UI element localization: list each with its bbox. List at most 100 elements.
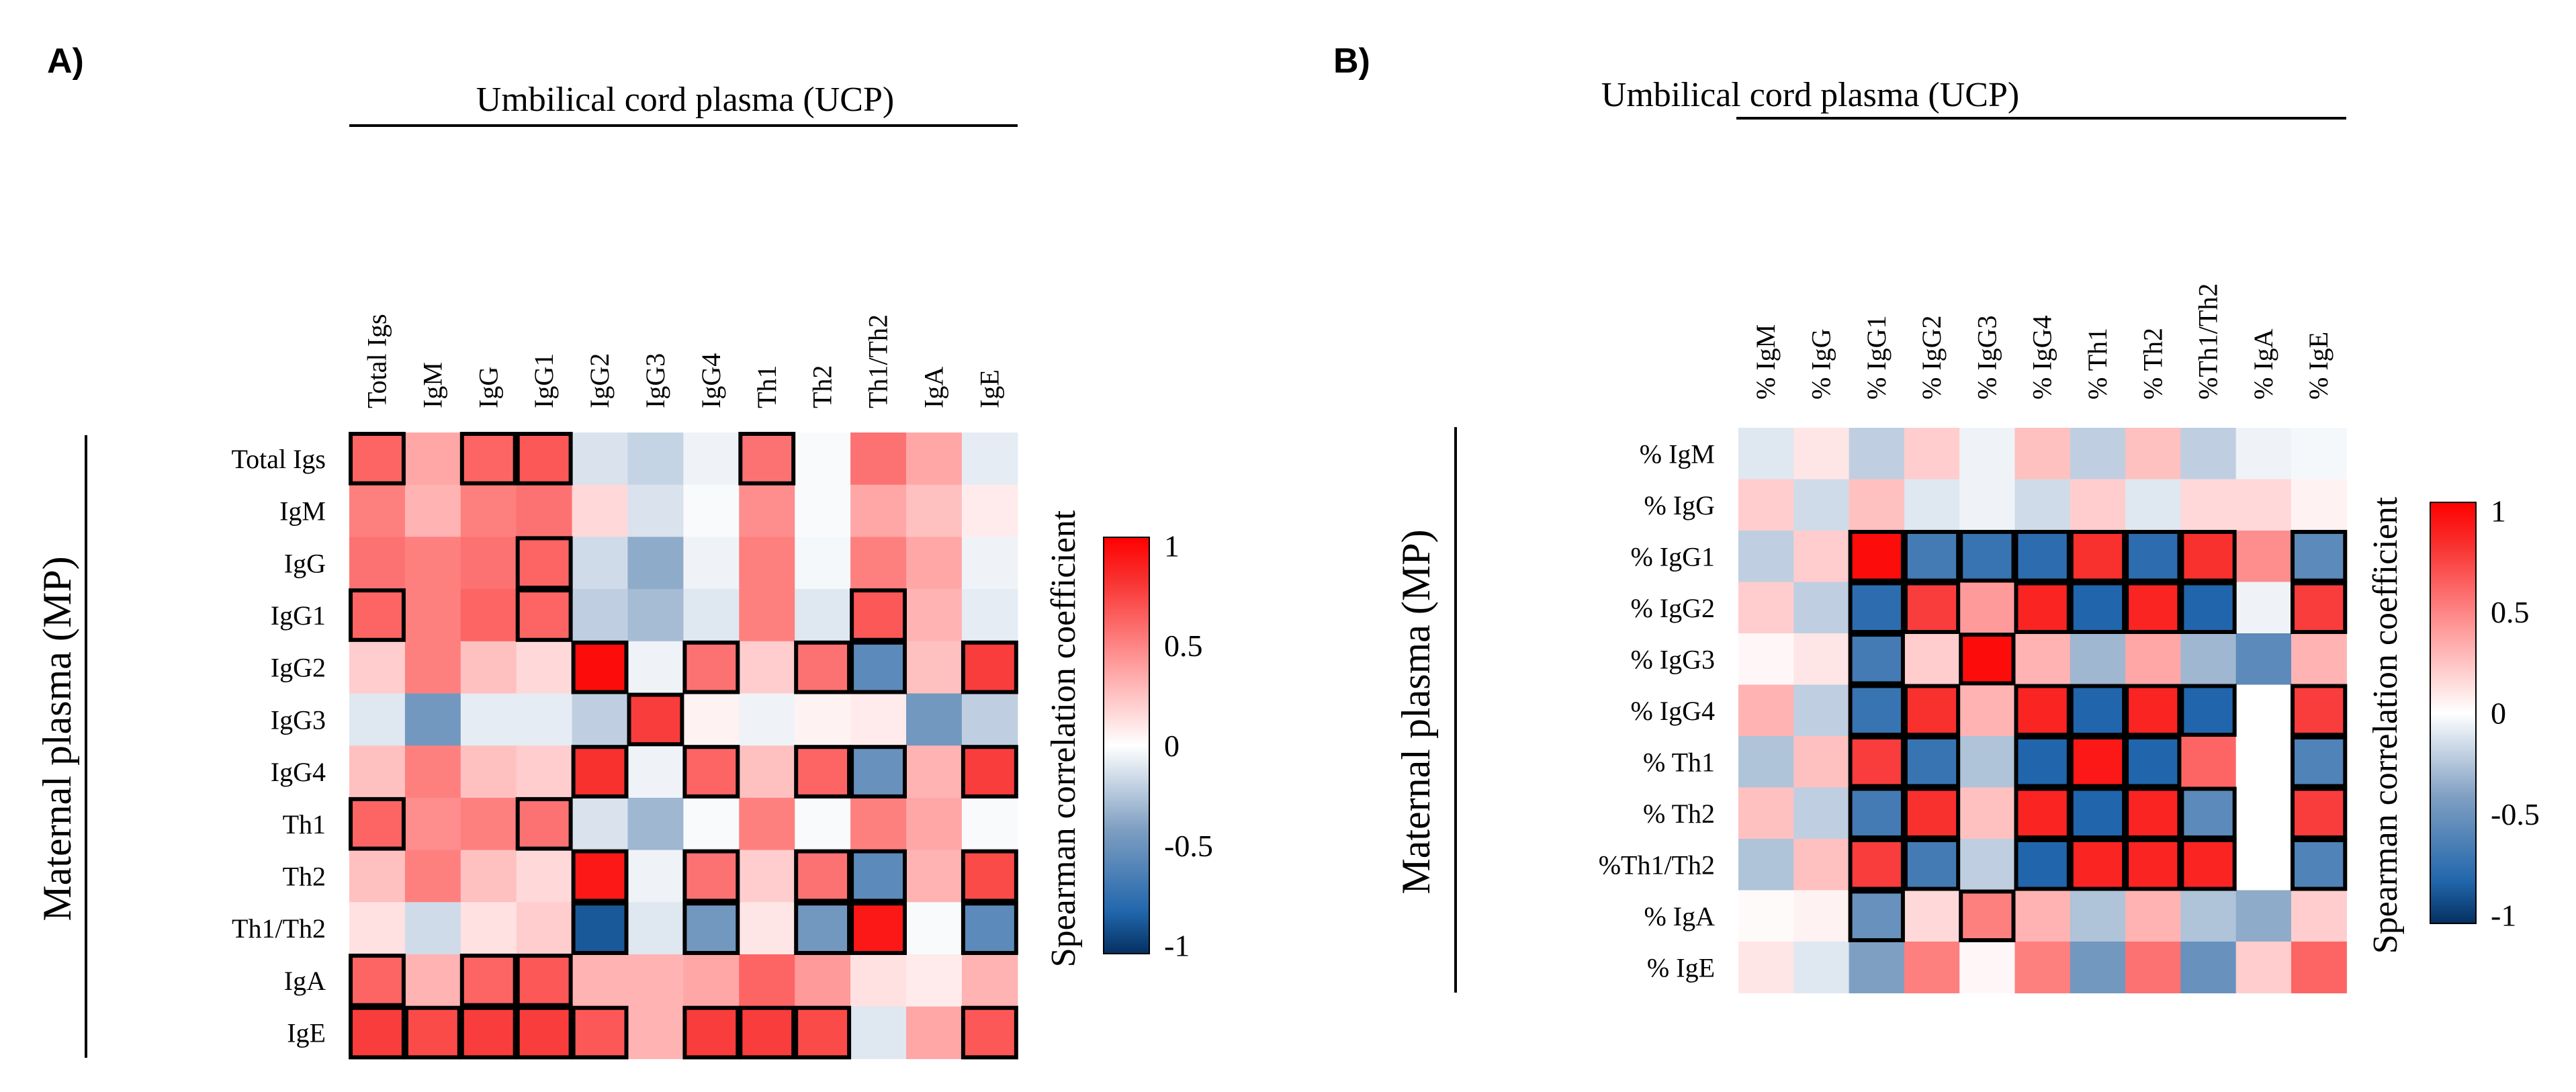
- panel-b-cell: [1904, 839, 1960, 891]
- panel-b-cell: [1793, 891, 1849, 942]
- panel-a-cell: [683, 485, 740, 537]
- panel-a-cell: [739, 433, 795, 485]
- panel-a-column-label: IgG3: [640, 353, 670, 408]
- panel-a-cell: [683, 641, 740, 694]
- panel-a-cell: [850, 798, 907, 850]
- panel-a-cell: [962, 1007, 1018, 1059]
- panel-a-cell: [906, 641, 963, 694]
- panel-a-column-label: IgE: [974, 369, 1004, 408]
- panel-a-colorbar-tick-label: 0.5: [1164, 629, 1203, 663]
- panel-b-row-label: % Th1: [1643, 747, 1715, 777]
- panel-a-cell: [962, 589, 1018, 641]
- panel-a-colorbar-ticks: 10.50-0.5-1: [1164, 529, 1213, 962]
- panel-b-cell: [2236, 531, 2292, 582]
- panel-b-cell: [2291, 788, 2347, 839]
- panel-a-cell: [405, 694, 461, 746]
- panel-b-colorbar-tick-label: 0: [2491, 696, 2506, 731]
- panel-b-cell: [1738, 480, 1794, 531]
- panel-a-cell: [906, 850, 963, 903]
- panel-b-column-label: %Th1/Th2: [2193, 283, 2223, 400]
- panel-a-cell: [461, 1007, 517, 1059]
- panel-b-cell: [1959, 582, 2015, 634]
- panel-b-cell: [1849, 891, 1905, 942]
- panel-a-column-label: IgG1: [529, 353, 559, 408]
- panel-a-cell: [628, 485, 684, 537]
- panel-a-cell: [349, 1007, 406, 1059]
- panel-b-cell: [2070, 428, 2126, 480]
- panel-b: B) Umbilical cord plasma (UCP) Maternal …: [1333, 42, 2540, 993]
- panel-a-cell: [739, 902, 795, 954]
- panel-a-cell: [517, 798, 573, 850]
- panel-a-cell: [349, 485, 406, 537]
- panel-a-cell: [962, 745, 1018, 798]
- panel-b-cell: [2125, 839, 2181, 891]
- panel-a-cell: [628, 433, 684, 485]
- panel-a-cell: [461, 745, 517, 798]
- panel-a-column-label: IgA: [918, 367, 948, 408]
- panel-b-cell: [2125, 531, 2181, 582]
- panel-a-label: A): [47, 42, 84, 81]
- panel-b-cell: [2291, 531, 2347, 582]
- panel-a-cell: [349, 798, 406, 850]
- panel-b-cell: [2015, 942, 2071, 993]
- panel-b-cell: [2180, 685, 2236, 737]
- panel-b-column-label: % IgG3: [1971, 315, 2002, 400]
- panel-b-row-labels: % IgM% IgG% IgG1% IgG2% IgG3% IgG4% Th1%…: [1599, 439, 1715, 983]
- panel-a-colorbar-tick-label: 0: [1164, 729, 1180, 763]
- panel-a-cell: [349, 902, 406, 954]
- panel-b-cell: [2125, 685, 2181, 737]
- panel-b-cell: [1849, 633, 1905, 685]
- panel-b-cell: [1849, 582, 1905, 634]
- panel-b-cell: [1959, 891, 2015, 942]
- panel-a-cell: [628, 694, 684, 746]
- panel-b-cell: [2070, 582, 2126, 634]
- panel-a-cell: [962, 641, 1018, 694]
- panel-b-cell: [2291, 839, 2347, 891]
- panel-a-cell: [517, 745, 573, 798]
- panel-b-row-label: % IgG: [1644, 490, 1715, 520]
- panel-a-colorbar-tick-label: 1: [1164, 529, 1180, 563]
- panel-b-cell: [1959, 685, 2015, 737]
- panel-a-cell: [461, 902, 517, 954]
- panel-a-cell: [850, 485, 907, 537]
- panel-b-column-label: % IgM: [1750, 324, 1781, 400]
- panel-b-cell: [1738, 428, 1794, 480]
- panel-b-cell: [1904, 788, 1960, 839]
- panel-b-cell: [2125, 736, 2181, 788]
- panel-a-cell: [349, 589, 406, 641]
- panel-a-cell: [962, 537, 1018, 589]
- panel-b-cell: [1738, 942, 1794, 993]
- panel-a-cell: [795, 902, 851, 954]
- panel-a-cell: [517, 850, 573, 903]
- panel-b-cell: [2180, 428, 2236, 480]
- panel-a-cell: [628, 954, 684, 1007]
- panel-a-cell: [739, 641, 795, 694]
- panel-b-cell: [2236, 685, 2292, 737]
- panel-b-cell: [2015, 428, 2071, 480]
- panel-a-cell: [906, 433, 963, 485]
- panel-b-cell: [2125, 428, 2181, 480]
- panel-a-cell: [405, 485, 461, 537]
- panel-b-cell: [2015, 531, 2071, 582]
- panel-b-cell: [2070, 839, 2126, 891]
- panel-a-cell: [962, 902, 1018, 954]
- panel-b-cell: [2291, 480, 2347, 531]
- panel-a-cell: [906, 954, 963, 1007]
- panel-a-row-label: IgA: [284, 966, 326, 996]
- panel-b-cell: [1793, 633, 1849, 685]
- panel-a-cell: [405, 537, 461, 589]
- panel-b-cell: [2291, 942, 2347, 993]
- panel-a-cell: [795, 694, 851, 746]
- panel-b-cell: [1959, 480, 2015, 531]
- panel-b-cell: [2070, 736, 2126, 788]
- panel-b-cell: [1738, 633, 1794, 685]
- panel-a-cell: [850, 902, 907, 954]
- panel-b-column-label: % Th2: [2137, 328, 2168, 400]
- panel-a-row-label: IgG1: [271, 600, 326, 631]
- panel-a-cell: [572, 902, 629, 954]
- panel-a-cell: [349, 694, 406, 746]
- panel-a-cell: [850, 433, 907, 485]
- panel-a-cell: [739, 798, 795, 850]
- panel-b-cell: [2125, 942, 2181, 993]
- panel-b-cell: [1904, 633, 1960, 685]
